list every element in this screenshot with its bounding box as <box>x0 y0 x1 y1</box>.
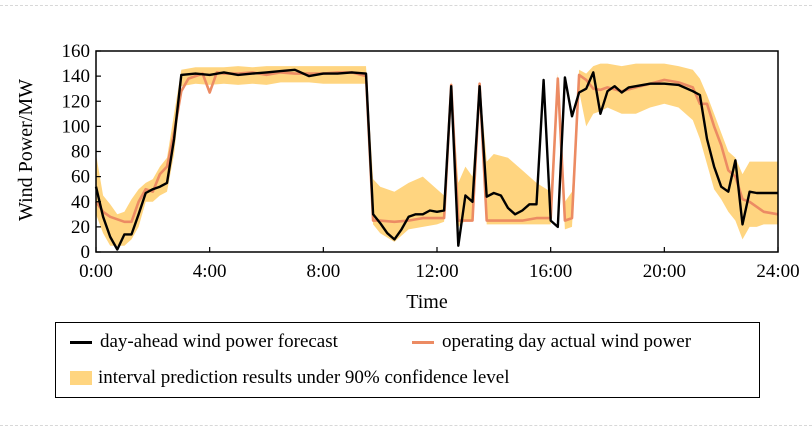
x-tick-label: 8:00 <box>306 261 340 282</box>
x-axis-label: Time <box>406 291 448 313</box>
interval-band-swatch <box>70 371 92 385</box>
legend-label-actual: operating day actual wind power <box>442 331 692 352</box>
x-tick-label: 16:00 <box>529 261 572 282</box>
x-tick-label: 12:00 <box>415 261 458 282</box>
y-tick-label: 80 <box>71 142 90 163</box>
forecast-power-line <box>94 68 778 251</box>
y-tick-label: 60 <box>71 167 90 188</box>
y-tick-label: 20 <box>71 217 90 238</box>
x-tick-label: 24:00 <box>756 261 799 282</box>
top-border <box>0 5 812 6</box>
legend-item-actual: operating day actual wind power <box>412 331 691 353</box>
legend: day-ahead wind power forecast operating … <box>55 322 760 398</box>
y-tick-label: 160 <box>62 41 91 62</box>
forecast-line-swatch <box>70 340 92 344</box>
legend-item-interval: interval prediction results under 90% co… <box>70 367 510 389</box>
y-tick-label: 120 <box>62 91 91 112</box>
actual-line-swatch <box>412 340 434 344</box>
y-tick-label: 100 <box>62 116 91 137</box>
y-axis-label: Wind Power/MW <box>15 79 37 221</box>
legend-label-forecast: day-ahead wind power forecast <box>100 331 338 352</box>
x-tick-label: 4:00 <box>193 261 227 282</box>
y-tick-label: 0 <box>81 242 91 263</box>
x-tick-label: 20:00 <box>643 261 686 282</box>
legend-item-forecast: day-ahead wind power forecast <box>70 331 338 353</box>
bottom-border <box>0 425 812 426</box>
wind-power-chart: Wind Power/MW Time 0 20 40 60 80 100 120 140 160… <box>15 41 800 313</box>
x-tick-label: 0:00 <box>79 261 113 282</box>
legend-label-interval: interval prediction results under 90% co… <box>98 367 510 388</box>
y-tick-label: 40 <box>71 192 90 213</box>
confidence-interval-band <box>96 63 778 246</box>
y-tick-label: 140 <box>62 66 91 87</box>
